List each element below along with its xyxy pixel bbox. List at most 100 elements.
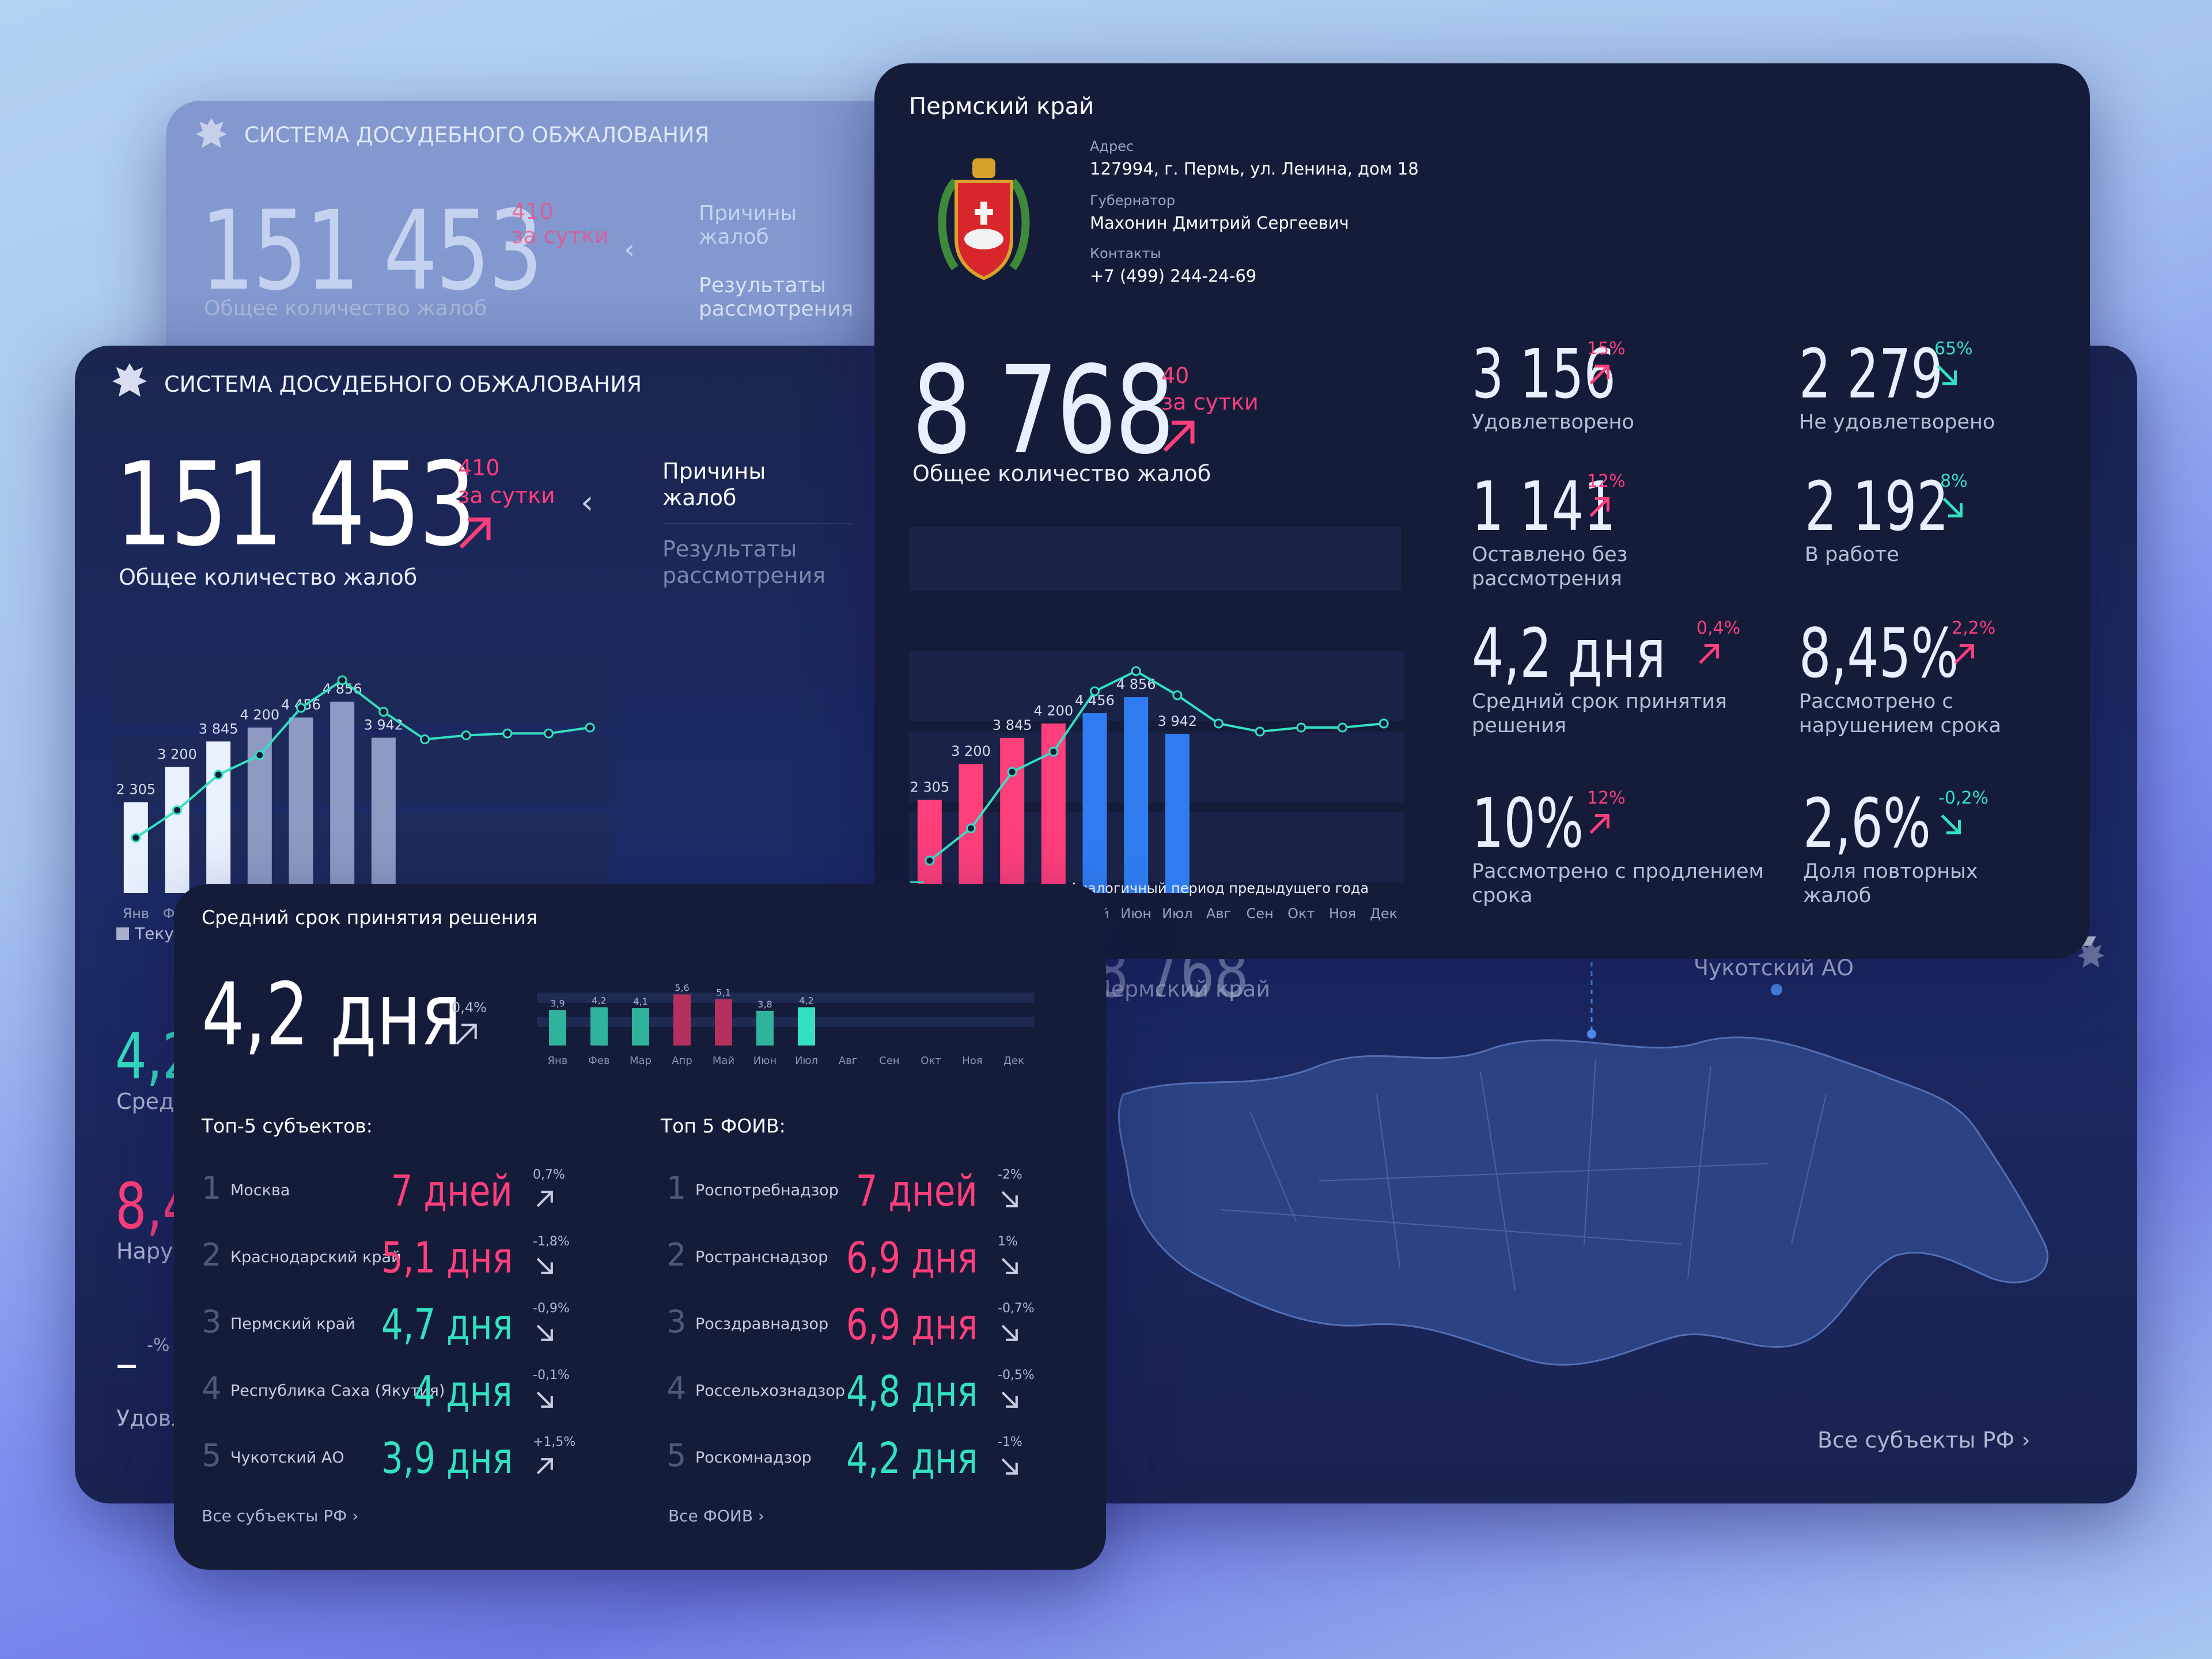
bar <box>715 999 732 1046</box>
region-delta: 40 <box>1161 363 1190 388</box>
stat-value: – <box>115 1336 138 1390</box>
tab-reasons[interactable]: Причины жалоб <box>662 459 766 510</box>
item-name: Республика Саха (Якутия) <box>230 1382 445 1400</box>
all-subjects-link[interactable]: Все субъекты РФ › <box>1817 1427 2031 1453</box>
arrow-down-icon <box>1934 362 1960 389</box>
item-name: Роспотребнадзор <box>695 1181 839 1199</box>
list-row[interactable]: 4 Республика Саха (Якутия) 4 дня -0,1% <box>202 1367 605 1425</box>
arrow-up-icon <box>535 1456 555 1479</box>
tab-results[interactable]: Результаты рассмотрения <box>699 274 854 321</box>
list-row[interactable]: 4 Россельхознадзор 4,8 дня -0,5% <box>666 1367 1070 1425</box>
arrow-up-icon <box>1587 811 1612 839</box>
region-total: 8 768 <box>912 340 1175 481</box>
system-title: СИСТЕМА ДОСУДЕБНОГО ОБЖАЛОВАНИЯ <box>164 372 642 397</box>
chart-band <box>910 527 1401 590</box>
bar <box>1165 734 1190 893</box>
delta-label: за сутки <box>458 483 555 508</box>
trend-point <box>172 805 182 815</box>
list-row[interactable]: 3 Пермский край 4,7 дня -0,9% <box>202 1300 605 1358</box>
bar-value-label: 4,2 <box>799 995 813 1006</box>
bar <box>549 1010 566 1046</box>
bar-value-label: 3 942 <box>1157 713 1197 729</box>
item-pct: 1% <box>998 1234 1018 1249</box>
decision-time-chart: 3,9 4,2 4,1 5,6 5,1 3,8 4,2 Янв Фев Мар Апр Май Июн И… <box>537 982 1035 1067</box>
trend-point <box>461 730 471 741</box>
stat-pct: 8% <box>1940 471 1968 491</box>
bar <box>1082 713 1107 893</box>
decision-pct: 0,4% <box>452 999 487 1016</box>
trend-point <box>296 703 306 713</box>
list-row[interactable]: 3 Росздравнадзор 6,9 дня -0,7% <box>666 1300 1070 1358</box>
x-tick-label: Май <box>713 1055 734 1067</box>
chevron-left-icon[interactable]: ‹ <box>624 233 635 266</box>
bar-value-label: 3 942 <box>363 717 403 733</box>
rank: 5 <box>666 1437 687 1474</box>
bar <box>673 994 691 1046</box>
trend-point <box>378 707 389 717</box>
chevron-left-icon[interactable]: ‹ <box>581 484 594 521</box>
x-tick-label: Янв <box>548 1055 568 1067</box>
all-subjects-link[interactable]: Все субъекты РФ › <box>202 1506 359 1525</box>
trend-point <box>1214 718 1224 729</box>
arrow-up-icon <box>1587 494 1612 522</box>
map-pin[interactable] <box>1771 984 1782 995</box>
list-row[interactable]: 1 Роспотребнадзор 7 дней -2% <box>666 1166 1070 1224</box>
emblem-icon <box>191 115 232 155</box>
trend-point <box>585 722 595 733</box>
bar <box>330 702 355 893</box>
stat-pct: 15% <box>1587 339 1626 359</box>
all-foiv-link[interactable]: Все ФОИВ › <box>668 1506 765 1525</box>
arrow-up-icon <box>1952 641 1977 669</box>
top-subjects-title: Топ-5 субъектов: <box>202 1115 373 1137</box>
map-region-label: Чукотский АО <box>1694 955 1854 980</box>
list-row[interactable]: 5 Чукотский АО 3,9 дня +1,5% <box>202 1434 605 1491</box>
trend-point <box>1007 767 1017 777</box>
grid-band <box>115 814 611 882</box>
map-value-label: Пермский край <box>1094 976 1271 1002</box>
trend-point <box>502 728 513 738</box>
tab-results[interactable]: Результаты рассмотрения <box>662 536 826 588</box>
region-total-label: Общее количество жалоб <box>912 461 1211 486</box>
item-pct: -0,1% <box>533 1368 570 1382</box>
map-pin[interactable] <box>1587 1029 1596 1039</box>
bar <box>590 1007 608 1046</box>
bar-value-label: 3 200 <box>951 743 991 759</box>
x-tick-label: Дек <box>1003 1055 1024 1067</box>
x-tick-label: Янв <box>123 906 150 922</box>
arrow-up-icon <box>1587 362 1612 389</box>
list-row[interactable]: 2 Ространснадзор 6,9 дня 1% <box>666 1233 1070 1291</box>
legend-line <box>910 881 924 883</box>
list-row[interactable]: 2 Краснодарский край 5,1 дня -1,8% <box>202 1233 605 1291</box>
list-row[interactable]: 1 Москва 7 дней 0,7% <box>202 1166 605 1224</box>
trend-point <box>337 675 347 685</box>
bar <box>1000 737 1025 893</box>
stat-item: 2 192 8% В работе <box>1805 467 2024 567</box>
emblem-icon <box>107 359 152 404</box>
bar-value-label: 5,1 <box>716 987 730 998</box>
arrow-down-icon <box>999 1456 1020 1479</box>
x-tick-label: Дек <box>1370 906 1397 922</box>
tab-reasons[interactable]: Причины жалоб <box>699 202 797 249</box>
x-tick-label: Июн <box>1120 906 1152 922</box>
stat-pct: -0,2% <box>1938 788 1989 808</box>
decision-value: 4,2 дня <box>202 965 462 1065</box>
trend-point <box>925 855 935 866</box>
divider <box>662 523 853 524</box>
stat-item: 8,45% 2,2% Рассмотрено с нарушением срок… <box>1799 613 2018 738</box>
russia-map <box>1118 922 2048 1366</box>
x-tick-label: Сен <box>1247 906 1274 922</box>
stat-value: 10% <box>1472 783 1584 863</box>
item-pct: -0,5% <box>998 1368 1035 1382</box>
list-row[interactable]: 5 Роскомнадзор 4,2 дня -1% <box>666 1434 1070 1491</box>
delta-value: 410 <box>458 455 500 480</box>
x-tick-label: Фев <box>588 1055 609 1067</box>
contacts-value: +7 (499) 244-24-69 <box>1090 266 1257 286</box>
x-tick-label: Авг <box>1206 906 1231 922</box>
bar <box>917 800 942 893</box>
stat-pct: 65% <box>1934 339 1973 359</box>
item-value: 4,7 дня <box>381 1300 513 1350</box>
stat-value: 2 192 <box>1805 467 1949 546</box>
stat-item: 2 279 65% Не удовлетворено <box>1799 334 2018 434</box>
arrow-up-icon <box>1696 641 1722 669</box>
x-tick-label: Авг <box>839 1055 857 1067</box>
